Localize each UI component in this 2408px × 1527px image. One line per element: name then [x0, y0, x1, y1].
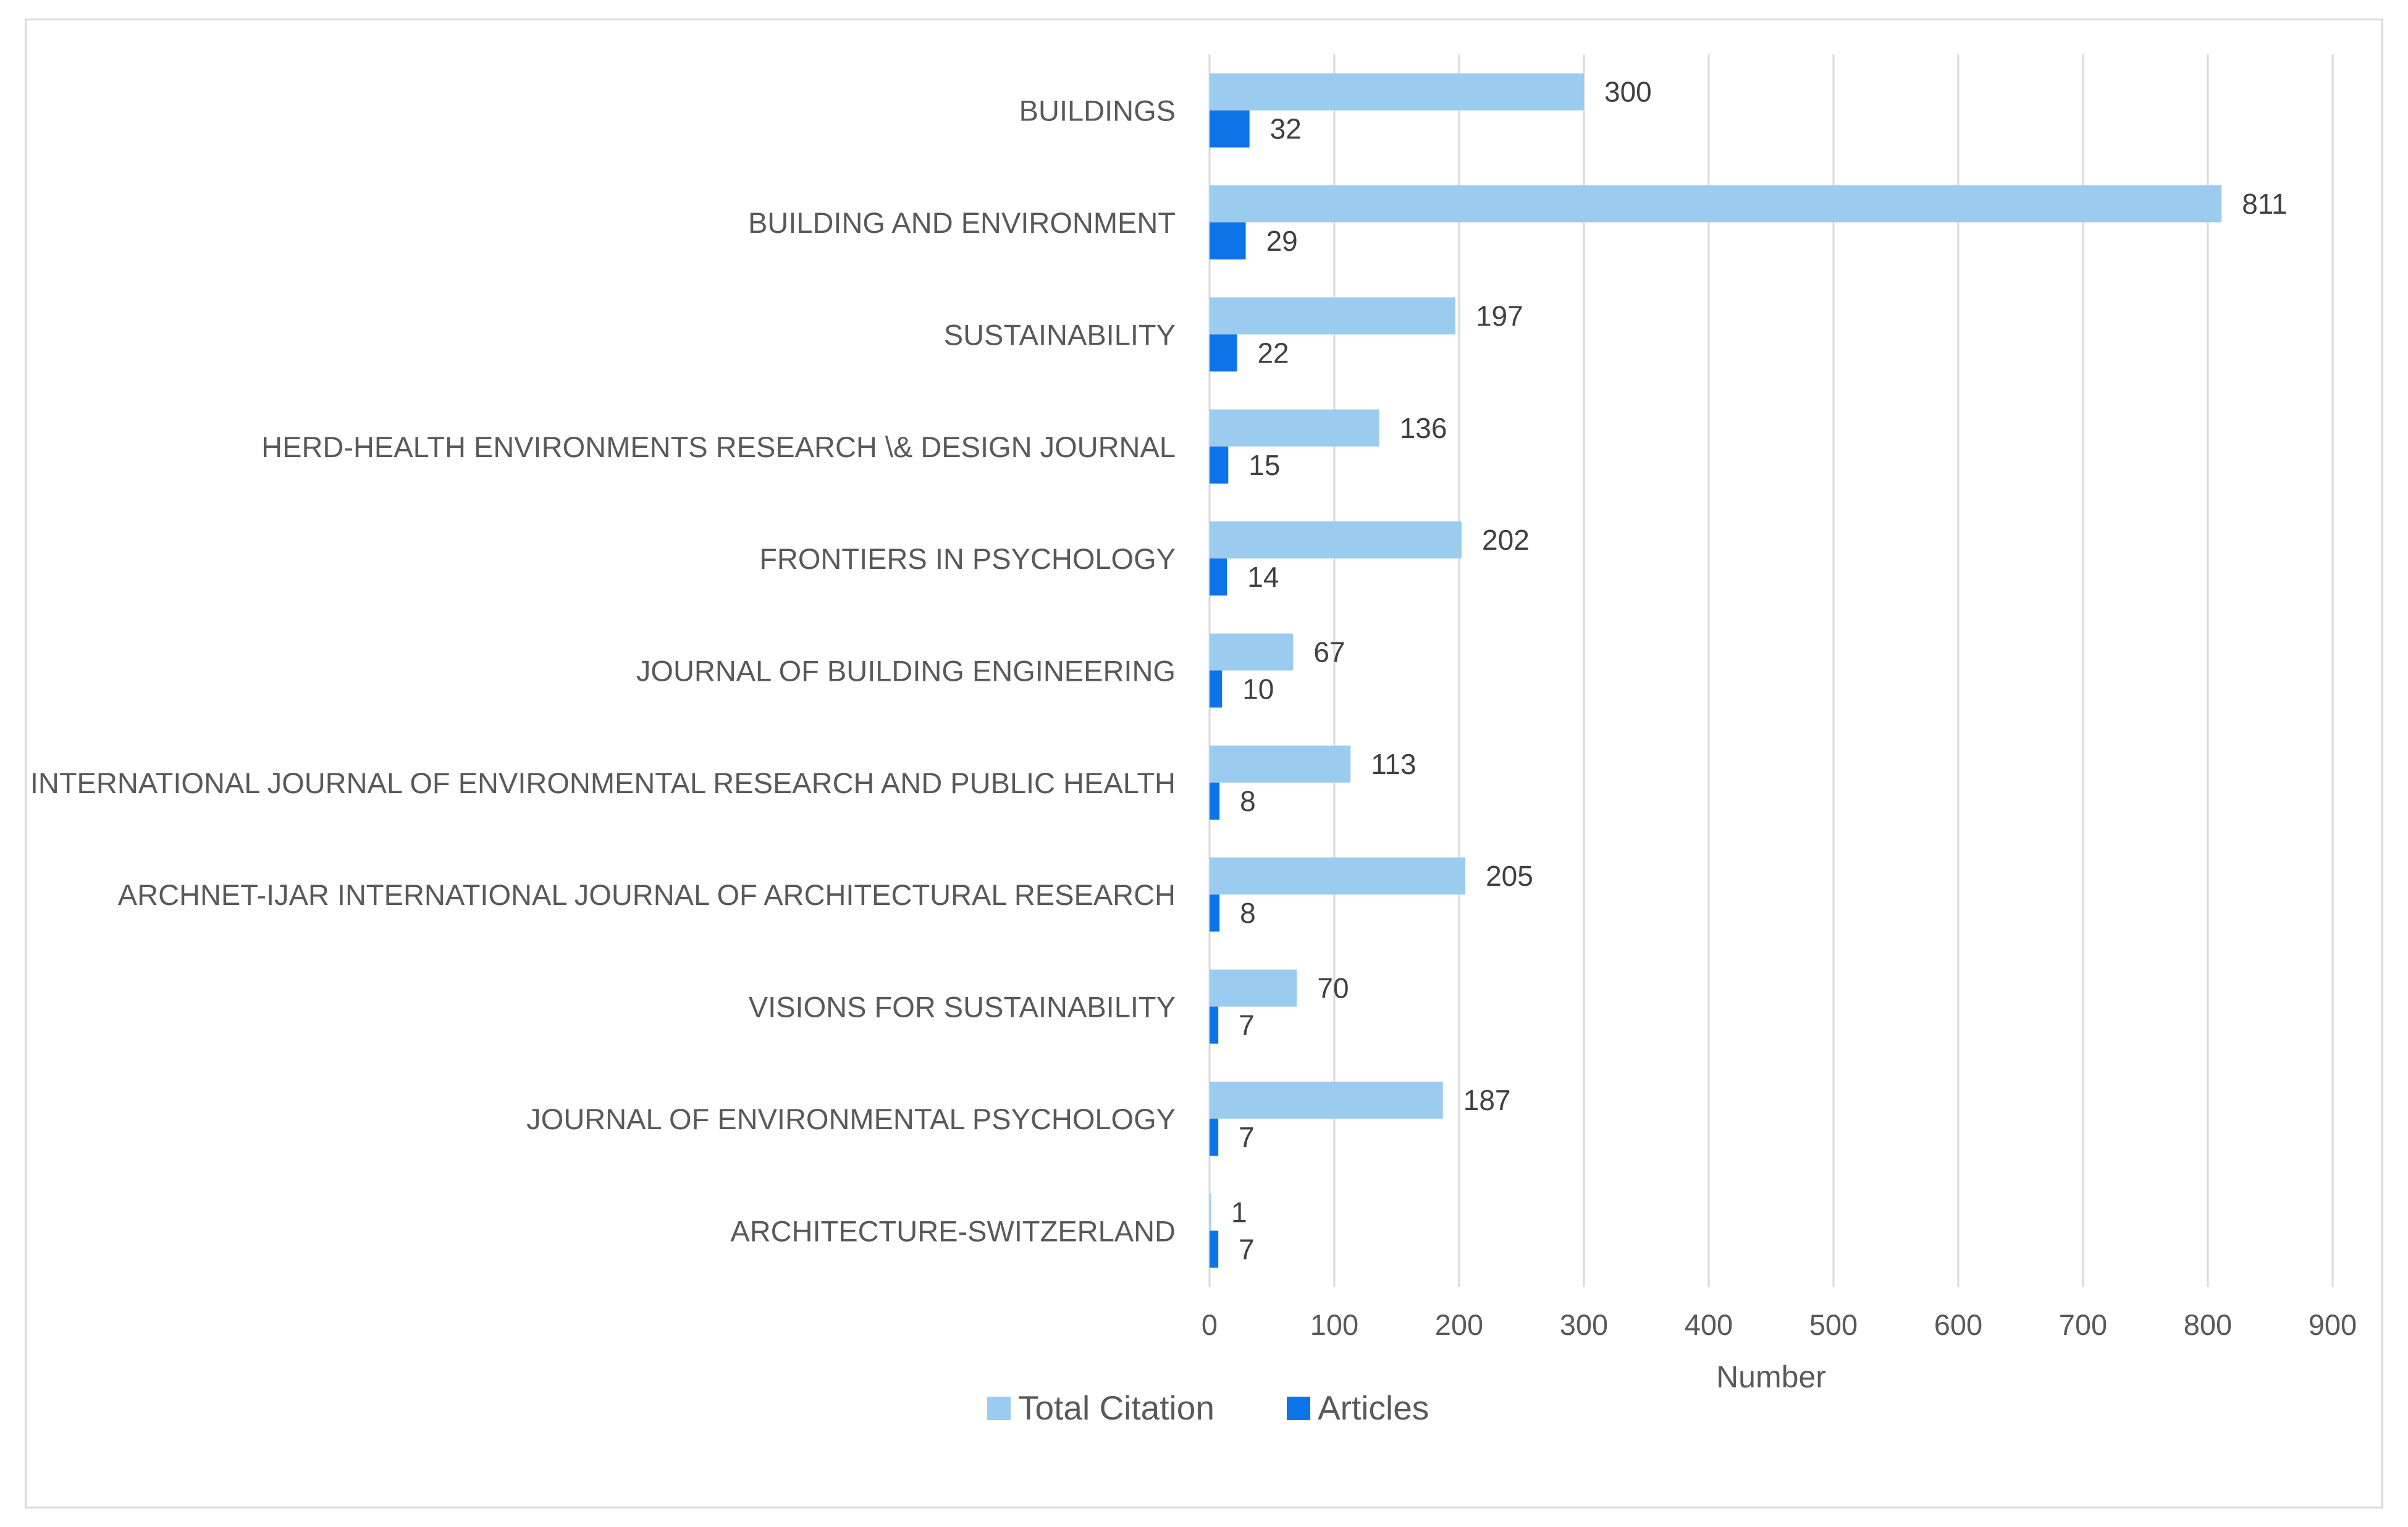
bar-articles	[1210, 558, 1227, 596]
bar-total-citation	[1210, 297, 1455, 335]
bar-chart: 0 100 200 300 400 500 600 700 800 900 Number BUILDI…	[30, 54, 2357, 1427]
category-label: ARCHITECTURE-SWITZERLAND	[730, 1214, 1176, 1247]
bar-total-citation	[1210, 521, 1462, 559]
data-label-articles: 10	[1242, 673, 1274, 705]
data-label-articles: 7	[1239, 1009, 1255, 1041]
x-tick-label: 700	[2059, 1308, 2107, 1341]
labels: 0 100 200 300 400 500 600 700 800 900 Number BUILDI…	[30, 76, 2357, 1394]
bar-total-citation	[1210, 857, 1466, 895]
data-label-total-citation: 70	[1317, 972, 1349, 1004]
bar-articles	[1210, 782, 1220, 820]
data-label-total-citation: 811	[2242, 188, 2287, 220]
bar-articles	[1210, 446, 1229, 484]
x-tick-label: 400	[1685, 1308, 1733, 1341]
category-label: INTERNATIONAL JOURNAL OF ENVIRONMENTAL R…	[30, 767, 1176, 799]
bar-articles	[1210, 222, 1246, 260]
data-label-articles: 29	[1266, 225, 1298, 257]
data-label-articles: 14	[1247, 561, 1279, 593]
data-label-articles: 15	[1248, 449, 1280, 481]
bar-articles	[1210, 670, 1223, 708]
data-label-articles: 7	[1239, 1233, 1255, 1265]
bar-articles	[1210, 334, 1237, 372]
bars	[1210, 73, 2222, 1268]
legend-swatch	[987, 1397, 1011, 1420]
data-label-articles: 22	[1257, 337, 1289, 369]
category-label: BUILDINGS	[1019, 95, 1176, 127]
category-label: FRONTIERS IN PSYCHOLOGY	[759, 542, 1176, 575]
legend-swatch	[1287, 1397, 1310, 1420]
bar-total-citation	[1210, 633, 1294, 671]
bar-articles	[1210, 1118, 1219, 1156]
bar-total-citation	[1210, 409, 1379, 447]
x-tick-label: 600	[1934, 1308, 1982, 1341]
category-label: SUSTAINABILITY	[944, 318, 1176, 351]
bar-total-citation	[1210, 745, 1351, 783]
x-tick-label: 500	[1809, 1308, 1858, 1341]
data-label-articles: 7	[1239, 1121, 1255, 1153]
category-label: HERD-HEALTH ENVIRONMENTS RESEARCH \& DES…	[261, 431, 1176, 463]
bar-total-citation	[1210, 185, 2222, 223]
chart-frame: 0 100 200 300 400 500 600 700 800 900 Number BUILDI…	[25, 19, 2383, 1508]
data-label-total-citation: 187	[1463, 1084, 1511, 1116]
data-label-articles: 8	[1240, 897, 1256, 929]
data-label-total-citation: 300	[1604, 76, 1652, 108]
data-label-total-citation: 136	[1400, 412, 1447, 444]
x-tick-label: 200	[1435, 1308, 1483, 1341]
bar-total-citation	[1210, 969, 1297, 1007]
x-axis-title: Number	[1716, 1360, 1826, 1394]
data-label-total-citation: 67	[1313, 636, 1345, 668]
category-label: JOURNAL OF ENVIRONMENTAL PSYCHOLOGY	[526, 1103, 1176, 1135]
category-label: BUILDING AND ENVIRONMENT	[748, 206, 1176, 239]
x-tick-label: 900	[2309, 1308, 2357, 1341]
data-label-total-citation: 197	[1476, 300, 1523, 332]
data-label-articles: 8	[1240, 785, 1256, 817]
legend-label: Total Citation	[1018, 1389, 1215, 1427]
data-label-total-citation: 202	[1482, 524, 1530, 556]
data-label-total-citation: 113	[1371, 748, 1416, 780]
bar-articles	[1210, 1006, 1219, 1044]
data-label-articles: 32	[1270, 113, 1302, 145]
data-label-total-citation: 205	[1486, 860, 1533, 892]
x-tick-label: 0	[1202, 1308, 1218, 1341]
bar-total-citation	[1210, 73, 1584, 111]
x-tick-label: 800	[2184, 1308, 2232, 1341]
bar-total-citation	[1210, 1193, 1211, 1231]
legend: Total Citation Articles	[987, 1389, 1429, 1427]
bar-articles	[1210, 1230, 1219, 1268]
data-label-total-citation: 1	[1231, 1196, 1247, 1228]
category-label: ARCHNET-IJAR INTERNATIONAL JOURNAL OF AR…	[118, 878, 1176, 911]
bar-articles	[1210, 894, 1220, 932]
x-tick-label: 300	[1560, 1308, 1608, 1341]
legend-label: Articles	[1318, 1389, 1429, 1427]
bar-articles	[1210, 110, 1250, 148]
x-tick-label: 100	[1310, 1308, 1358, 1341]
category-label: JOURNAL OF BUILDING ENGINEERING	[636, 655, 1176, 688]
category-label: VISIONS FOR SUSTAINABILITY	[749, 991, 1176, 1024]
bar-total-citation	[1210, 1081, 1443, 1119]
gridlines	[1208, 54, 2334, 1287]
